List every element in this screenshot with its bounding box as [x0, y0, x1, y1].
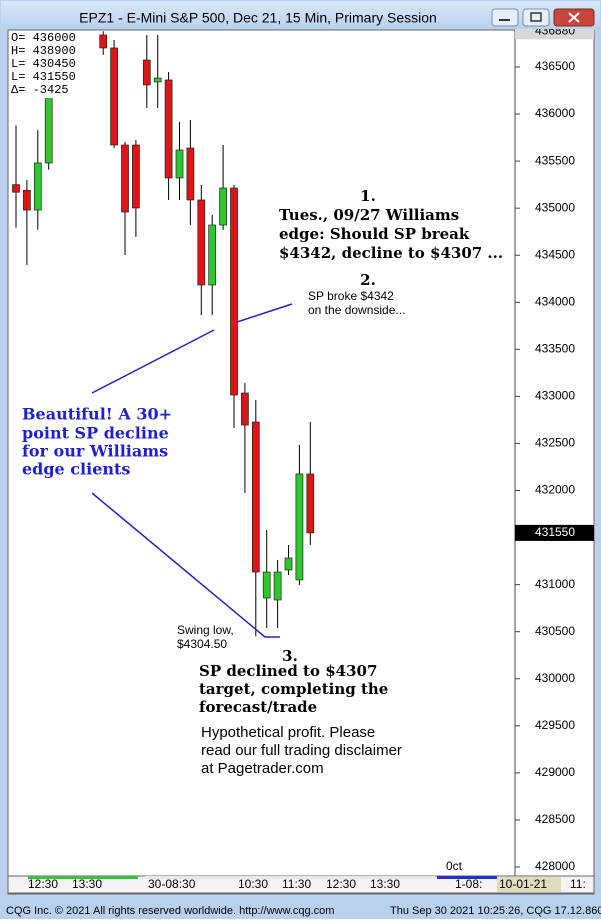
- candle-body: [12, 184, 20, 193]
- time-label: 10:30: [238, 877, 268, 891]
- date-box: [497, 877, 561, 892]
- time-label: 30-08:30: [148, 877, 196, 891]
- annotation: 3.: [282, 647, 298, 665]
- time-label: 10-01-21: [499, 877, 547, 891]
- annotation-lines: [91, 303, 293, 638]
- candle-body: [197, 199, 206, 286]
- annotation: $4304.50: [177, 637, 227, 651]
- candle-body: [186, 147, 195, 201]
- y-tick-label: 435500: [535, 153, 575, 167]
- ohlc-box: [10, 31, 85, 98]
- last-price-label: 431550: [535, 525, 575, 539]
- candle-body: [219, 187, 227, 226]
- candle-body: [153, 77, 162, 83]
- y-tick-label: 436500: [535, 59, 575, 73]
- disclaimer: at Pagetrader.com: [201, 760, 324, 777]
- time-label: 13:30: [72, 877, 102, 891]
- annotation: edge: Should SP break: [279, 225, 470, 243]
- ohlc-line: O= 436000: [11, 31, 76, 45]
- y-tick-label: 430500: [535, 624, 575, 638]
- annotation: target, completing the: [199, 680, 388, 698]
- y-tick-label: 434000: [535, 294, 575, 308]
- footer-left: CQG Inc. © 2021 All rights reserved worl…: [6, 905, 334, 917]
- y-tick-label: 435000: [535, 200, 575, 214]
- candle-body: [175, 149, 184, 179]
- candle-body: [295, 473, 304, 581]
- annotation: 1.: [360, 187, 376, 205]
- candle-body: [284, 557, 293, 571]
- candle-body: [110, 47, 118, 146]
- y-tick-label: 434500: [535, 247, 575, 261]
- time-label: 13:30: [370, 877, 400, 891]
- candle-body: [33, 162, 42, 211]
- session-bar: [437, 876, 497, 879]
- candle-body: [142, 59, 151, 86]
- candle-body: [132, 144, 140, 209]
- annotation: edge clients: [22, 460, 130, 479]
- y-tick-label: 429500: [535, 718, 575, 732]
- time-label: 1-08:: [455, 877, 482, 891]
- annotation: Swing low,: [177, 623, 234, 637]
- annotation: $4342, decline to $4307 ...: [279, 244, 503, 262]
- candle-body: [164, 79, 173, 179]
- annotation: on the downside...: [308, 303, 405, 317]
- y-tick-label: 433500: [535, 342, 575, 356]
- month-label: 0ct: [446, 859, 463, 873]
- window-buttons[interactable]: [491, 8, 595, 27]
- y-tick-label: 428500: [535, 812, 575, 826]
- footer-right: Thu Sep 30 2021 10:25:26, CQG 17.12.860: [390, 905, 601, 917]
- time-label: 11:30: [282, 877, 311, 891]
- y-tick-label: 436000: [535, 106, 575, 120]
- candle-body: [306, 473, 315, 534]
- candle-body: [121, 144, 129, 213]
- annotation: SP broke $4342: [308, 289, 394, 303]
- session-bar: [28, 876, 138, 879]
- y-tick-label: 433000: [535, 389, 575, 403]
- chart-area: [7, 29, 595, 895]
- annotation: 2.: [360, 271, 376, 289]
- ohlc-line: Δ= -3425: [11, 83, 69, 97]
- y-tick-label: 431000: [535, 577, 575, 591]
- ohlc-line: L= 431550: [11, 70, 76, 84]
- time-label: 12:30: [326, 877, 356, 891]
- annotation: point SP decline: [22, 424, 169, 443]
- candle-body: [230, 187, 238, 396]
- annotation: SP declined to $4307: [199, 662, 377, 680]
- session-bar: [145, 876, 435, 879]
- y-tick-label: 428000: [535, 859, 575, 873]
- disclaimer: Hypothetical profit. Please: [201, 724, 375, 741]
- last-price-box: [515, 524, 594, 541]
- candle-body: [262, 571, 271, 599]
- window-title: EPZ1 - E-Mini S&P 500, Dec 21, 15 Min, P…: [79, 10, 437, 26]
- candle-body: [208, 224, 217, 286]
- annotation: Tues., 09/27 Williams: [279, 206, 459, 224]
- candle-body: [251, 421, 260, 573]
- disclaimer: read our full trading disclaimer: [201, 742, 402, 759]
- y-tick-label: 429000: [535, 765, 575, 779]
- time-label: 11:: [570, 877, 586, 891]
- y-tick-label: 432000: [535, 483, 575, 497]
- ohlc-line: L= 430450: [11, 57, 76, 71]
- candle-body: [23, 189, 31, 211]
- annotation: Beautiful! A 30+: [22, 405, 172, 424]
- candle-body: [241, 392, 249, 426]
- y-tick-label: 430000: [535, 671, 575, 685]
- candle-body: [99, 34, 108, 49]
- time-label: 12:30: [28, 877, 58, 891]
- candle-body: [273, 571, 282, 601]
- annotation: forecast/trade: [199, 698, 317, 716]
- ohlc-line: H= 438900: [11, 44, 76, 58]
- y-tick-label: 432500: [535, 436, 575, 450]
- annotation: for our Williams: [22, 442, 168, 461]
